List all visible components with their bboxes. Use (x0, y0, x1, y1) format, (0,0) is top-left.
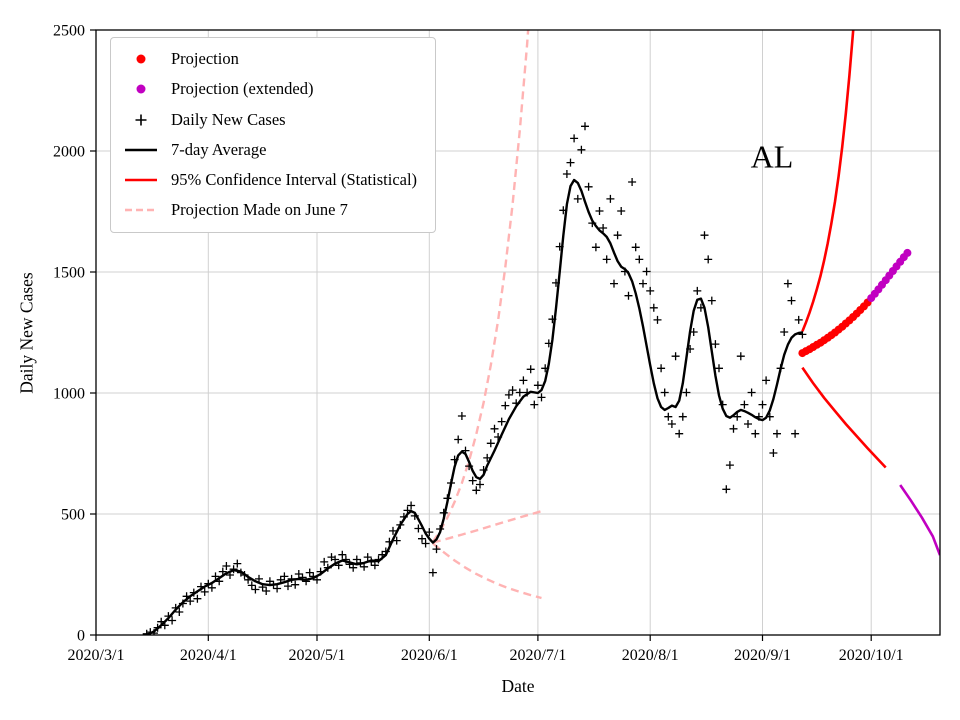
legend-entry-june7-projection: Projection Made on June 7 (123, 199, 417, 221)
projection-extended-dots (867, 248, 912, 303)
svg-text:1500: 1500 (53, 265, 85, 282)
tick-labels: 2020/3/1 2020/4/1 2020/5/1 2020/6/1 2020/7/1… (53, 23, 904, 665)
svg-text:1000: 1000 (53, 386, 85, 403)
legend-label: Projection (171, 49, 239, 68)
svg-text:2020/7/1: 2020/7/1 (509, 647, 566, 664)
legend-label: Projection Made on June 7 (171, 200, 348, 220)
ci-line-icon (123, 171, 159, 189)
june7_upper (431, 30, 530, 543)
ci-lower-extended-line (899, 484, 940, 556)
legend-label: 95% Confidence Interval (Statistical) (171, 170, 418, 190)
svg-text:2020/5/1: 2020/5/1 (289, 647, 346, 664)
legend: Projection Projection (extended) Daily N… (110, 37, 437, 233)
dashed-line-icon (123, 201, 159, 219)
y-axis-label: Daily New Cases (16, 272, 37, 394)
projection-extended-dot-icon (123, 80, 159, 98)
svg-text:2020/8/1: 2020/8/1 (622, 647, 679, 664)
legend-entry-7day-average: 7-day Average (123, 139, 417, 161)
legend-entry-daily-new-cases: Daily New Cases (123, 109, 417, 131)
svg-text:2020/6/1: 2020/6/1 (401, 647, 458, 664)
legend-entry-confidence-interval: 95% Confidence Interval (Statistical) (123, 169, 417, 191)
projection-dots (798, 298, 872, 358)
svg-text:2020/3/1: 2020/3/1 (68, 647, 125, 664)
svg-text:2000: 2000 (53, 144, 85, 161)
legend-label: 7-day Average (171, 139, 267, 159)
projection-dot-icon (123, 50, 159, 68)
plot-border (95, 29, 941, 636)
axis-ticks (90, 29, 872, 641)
legend-label: Projection (extended) (171, 79, 314, 99)
series-layer (142, 30, 940, 635)
svg-text:2500: 2500 (53, 23, 85, 40)
legend-entry-projection: Projection (123, 48, 417, 70)
legend-entry-projection-extended: Projection (extended) (123, 78, 417, 100)
june7_lower (432, 542, 542, 600)
state-annotation: AL (750, 138, 794, 175)
june7_center (432, 509, 542, 544)
svg-text:2020/4/1: 2020/4/1 (180, 647, 237, 664)
x-axis-label: Date (501, 676, 535, 696)
svg-text:2020/9/1: 2020/9/1 (734, 647, 791, 664)
average-line-icon (123, 141, 159, 159)
seven-day-average-line (146, 178, 803, 635)
svg-text:500: 500 (61, 507, 85, 524)
svg-text:0: 0 (77, 628, 85, 645)
ci-lower-line (801, 366, 887, 469)
legend-label: Daily New Cases (171, 109, 286, 129)
plus-marker-icon (123, 111, 159, 129)
svg-text:2020/10/1: 2020/10/1 (839, 647, 904, 664)
ci-upper-line (801, 30, 855, 332)
